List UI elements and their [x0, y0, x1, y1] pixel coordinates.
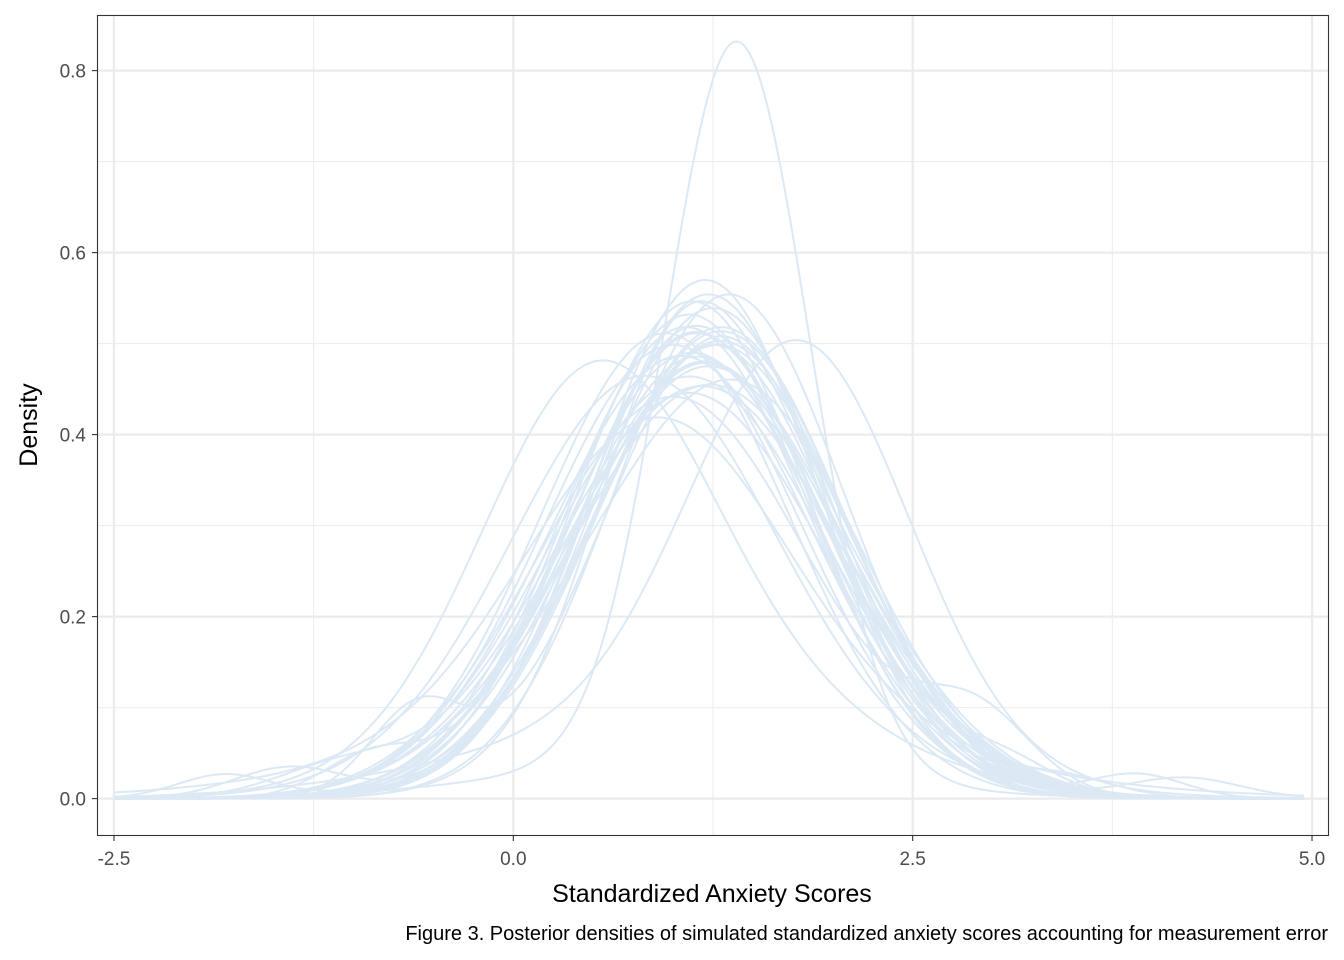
y-tick-label: 0.6 [60, 244, 86, 265]
density-curves [113, 40, 1305, 800]
y-tick-label: 0.8 [60, 62, 86, 83]
density-curve-25 [113, 355, 1305, 800]
figure-caption: Figure 3. Posterior densities of simulat… [405, 923, 1328, 945]
x-axis: -2.5 0.0 2.5 5.0 [98, 835, 1325, 870]
x-tick-label: 5.0 [1299, 849, 1325, 870]
y-tick-label: 0.4 [60, 426, 87, 447]
y-tick-label: 0.2 [60, 608, 86, 629]
y-axis-title: Density [15, 383, 43, 467]
y-axis: 0.0 0.2 0.4 0.6 0.8 [60, 62, 98, 811]
y-tick-label: 0.0 [60, 790, 86, 811]
x-tick-label: 0.0 [500, 849, 526, 870]
x-tick-label: -2.5 [98, 849, 131, 870]
plot-panel-border [96, 14, 1330, 837]
x-tick-label: 2.5 [899, 849, 925, 870]
density-curve-23 [113, 391, 1305, 800]
x-axis-title: Standardized Anxiety Scores [552, 880, 872, 908]
density-curve-36 [113, 332, 1305, 800]
